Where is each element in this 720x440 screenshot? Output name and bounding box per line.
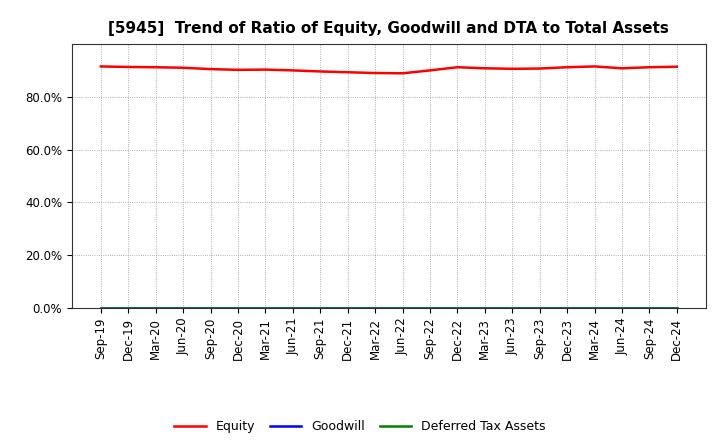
Equity — [151, 65, 160, 70]
Goodwill — [124, 305, 132, 311]
Equity — [563, 65, 572, 70]
Equity — [233, 67, 242, 73]
Goodwill — [316, 305, 325, 311]
Goodwill — [508, 305, 516, 311]
Equity — [618, 66, 626, 71]
Equity — [316, 69, 325, 74]
Deferred Tax Assets — [206, 305, 215, 311]
Goodwill — [480, 305, 489, 311]
Equity — [536, 66, 544, 71]
Goodwill — [233, 305, 242, 311]
Equity — [96, 64, 105, 69]
Equity — [508, 66, 516, 71]
Goodwill — [289, 305, 297, 311]
Deferred Tax Assets — [398, 305, 407, 311]
Deferred Tax Assets — [480, 305, 489, 311]
Equity — [289, 68, 297, 73]
Deferred Tax Assets — [508, 305, 516, 311]
Deferred Tax Assets — [233, 305, 242, 311]
Equity — [179, 65, 187, 70]
Goodwill — [426, 305, 434, 311]
Equity — [453, 65, 462, 70]
Equity — [343, 70, 352, 75]
Deferred Tax Assets — [151, 305, 160, 311]
Title: [5945]  Trend of Ratio of Equity, Goodwill and DTA to Total Assets: [5945] Trend of Ratio of Equity, Goodwil… — [109, 21, 669, 36]
Goodwill — [371, 305, 379, 311]
Deferred Tax Assets — [618, 305, 626, 311]
Equity — [206, 66, 215, 72]
Deferred Tax Assets — [343, 305, 352, 311]
Equity — [672, 64, 681, 70]
Deferred Tax Assets — [453, 305, 462, 311]
Equity — [371, 70, 379, 76]
Equity — [426, 68, 434, 73]
Goodwill — [261, 305, 270, 311]
Equity — [398, 71, 407, 76]
Equity — [480, 66, 489, 71]
Equity — [645, 65, 654, 70]
Deferred Tax Assets — [371, 305, 379, 311]
Goodwill — [590, 305, 599, 311]
Deferred Tax Assets — [316, 305, 325, 311]
Goodwill — [618, 305, 626, 311]
Goodwill — [96, 305, 105, 311]
Legend: Equity, Goodwill, Deferred Tax Assets: Equity, Goodwill, Deferred Tax Assets — [169, 415, 551, 438]
Deferred Tax Assets — [124, 305, 132, 311]
Line: Equity: Equity — [101, 66, 677, 73]
Deferred Tax Assets — [590, 305, 599, 311]
Goodwill — [563, 305, 572, 311]
Deferred Tax Assets — [261, 305, 270, 311]
Equity — [124, 64, 132, 70]
Goodwill — [151, 305, 160, 311]
Goodwill — [398, 305, 407, 311]
Deferred Tax Assets — [536, 305, 544, 311]
Equity — [261, 67, 270, 72]
Goodwill — [536, 305, 544, 311]
Goodwill — [672, 305, 681, 311]
Goodwill — [343, 305, 352, 311]
Goodwill — [206, 305, 215, 311]
Goodwill — [179, 305, 187, 311]
Deferred Tax Assets — [96, 305, 105, 311]
Goodwill — [453, 305, 462, 311]
Deferred Tax Assets — [289, 305, 297, 311]
Deferred Tax Assets — [426, 305, 434, 311]
Deferred Tax Assets — [563, 305, 572, 311]
Goodwill — [645, 305, 654, 311]
Equity — [590, 64, 599, 69]
Deferred Tax Assets — [179, 305, 187, 311]
Deferred Tax Assets — [645, 305, 654, 311]
Deferred Tax Assets — [672, 305, 681, 311]
